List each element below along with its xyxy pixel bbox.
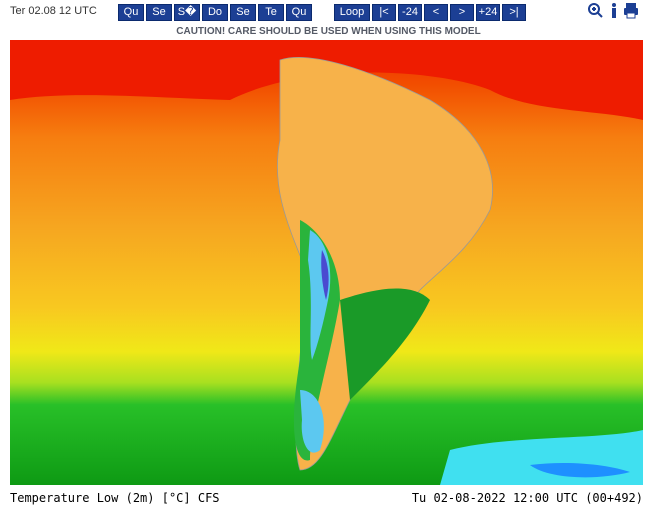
footer-right: Tu 02-08-2022 12:00 UTC (00+492) [411,491,643,505]
date-label: Ter 02.08 12 UTC [10,5,97,17]
day-button[interactable]: Qu [118,4,144,21]
footer-left: Temperature Low (2m) [°C] CFS [10,491,220,505]
day-button[interactable]: Te [258,4,284,21]
weather-map [10,40,643,485]
nav-buttons: Loop |< -24 < > +24 >| [334,4,526,21]
nav-button[interactable]: |< [372,4,396,21]
zoom-icon[interactable] [588,3,603,18]
nav-button[interactable]: +24 [476,4,500,21]
caution: CAUTION! CARE SHOULD BE USED WHEN USING … [176,26,481,37]
print-icon[interactable] [624,3,638,19]
nav-button[interactable]: < [424,4,448,21]
icons [588,3,638,19]
day-button[interactable]: Se [230,4,256,21]
day-button[interactable]: Qu [286,4,312,21]
day-button[interactable]: S� [174,4,200,21]
toolbar: Ter 02.08 12 UTC Qu Se S� Do Se Te Qu Loop |< -2… [0,0,657,22]
day-button[interactable]: Se [146,4,172,21]
day-button[interactable]: Do [202,4,228,21]
nav-button[interactable]: > [450,4,474,21]
nav-button[interactable]: >| [502,4,526,21]
info-icon[interactable] [612,3,616,18]
nav-button[interactable]: -24 [398,4,422,21]
nav-button[interactable]: Loop [334,4,370,21]
day-buttons: Qu Se S� Do Se Te Qu [118,4,312,21]
